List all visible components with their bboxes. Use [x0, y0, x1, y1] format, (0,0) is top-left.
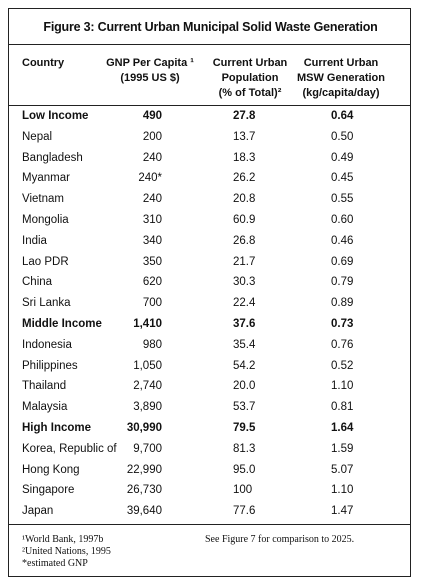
- cell: 0.64: [331, 110, 354, 122]
- cell: 0.89: [331, 297, 354, 310]
- cell: 490: [142, 110, 162, 122]
- row-label: Japan: [22, 505, 54, 518]
- row-label: Nepal: [22, 130, 53, 143]
- cell: 0.79: [331, 276, 354, 289]
- title-rule: [8, 44, 411, 45]
- footnote: ¹World Bank, 1997b: [22, 534, 104, 545]
- cell: 350: [142, 255, 162, 268]
- cell: 5.07: [331, 463, 354, 476]
- column-header: Current Urban: [303, 57, 379, 69]
- cell: 0.49: [331, 151, 354, 164]
- cell: 240: [142, 193, 162, 206]
- cell: 13.7: [233, 130, 256, 143]
- row-label: Lao PDR: [22, 255, 69, 268]
- row-label: Middle Income: [22, 318, 102, 330]
- cell: 0.55: [331, 193, 354, 206]
- cell: 27.8: [233, 110, 256, 122]
- cell: 30,990: [126, 422, 162, 434]
- row-label: Thailand: [22, 380, 67, 393]
- cell: 1.10: [331, 484, 354, 497]
- row-label: High Income: [22, 422, 92, 434]
- cell: 30.3: [233, 276, 256, 289]
- cell: 1.59: [331, 442, 354, 455]
- cell: 0.45: [331, 172, 354, 185]
- cell: 0.81: [331, 401, 354, 414]
- column-header: Current Urban: [212, 57, 288, 69]
- column-header: GNP Per Capita ¹: [106, 57, 194, 69]
- cell: 26,730: [126, 484, 162, 497]
- cell: 60.9: [233, 214, 256, 226]
- cell: 35.4: [233, 338, 256, 351]
- cell: 620: [142, 276, 162, 289]
- cell: 22.4: [233, 297, 256, 310]
- row-label: Low Income: [22, 110, 89, 122]
- note: See Figure 7 for comparison to 2025.: [205, 534, 355, 545]
- cell: 0.73: [331, 318, 354, 330]
- row-label: Indonesia: [22, 338, 72, 351]
- cell: 77.6: [233, 505, 256, 518]
- cell: 21.7: [233, 255, 256, 268]
- cell: 0.50: [331, 130, 354, 143]
- cell: 1,410: [133, 318, 162, 330]
- cell: 980: [142, 338, 162, 351]
- cell: 20.0: [233, 380, 256, 393]
- row-label: Mongolia: [22, 214, 69, 226]
- cell: 81.3: [233, 442, 256, 455]
- column-header: (1995 US $): [120, 72, 180, 84]
- cell: 1,050: [133, 359, 162, 372]
- footnote: *estimated GNP: [22, 558, 88, 569]
- cell: 3,890: [133, 401, 162, 414]
- row-label: Hong Kong: [22, 463, 80, 476]
- row-label: Philippines: [22, 359, 78, 372]
- table-frame: [8, 8, 411, 577]
- cell: 0.76: [331, 338, 354, 351]
- cell: 340: [142, 234, 162, 247]
- footnote: ²United Nations, 1995: [22, 546, 111, 557]
- row-label: Bangladesh: [22, 151, 83, 164]
- column-header: (kg/capita/day): [302, 87, 380, 99]
- cell: 1.64: [331, 422, 354, 434]
- cell: 310: [142, 214, 162, 226]
- cell: 1.47: [331, 505, 354, 518]
- cell: 26.8: [233, 234, 256, 247]
- column-header: Population: [221, 72, 279, 84]
- cell: 1.10: [331, 380, 354, 393]
- cell: 9,700: [133, 442, 162, 455]
- row-label: Malaysia: [22, 401, 68, 414]
- column-header: Country: [22, 57, 65, 69]
- cell: 100: [233, 484, 253, 497]
- header-rule: [8, 105, 411, 106]
- cell: 0.52: [331, 359, 354, 372]
- cell: 240: [142, 151, 162, 164]
- cell: 26.2: [233, 172, 256, 185]
- title: Figure 3: Current Urban Municipal Solid …: [43, 20, 378, 34]
- cell: 95.0: [233, 463, 256, 476]
- row-label: Myanmar: [22, 172, 70, 185]
- cell: 39,640: [126, 505, 162, 518]
- cell: 20.8: [233, 193, 256, 206]
- cell: 18.3: [233, 151, 256, 164]
- cell: 79.5: [233, 422, 256, 434]
- row-label: China: [22, 276, 53, 289]
- footer-rule: [8, 524, 411, 525]
- cell: 240*: [138, 172, 162, 185]
- row-label: Singapore: [22, 484, 75, 497]
- cell: 0.46: [331, 234, 354, 247]
- row-label: India: [22, 234, 47, 247]
- column-header: MSW Generation: [296, 72, 386, 84]
- cell: 0.69: [331, 255, 354, 268]
- cell: 2,740: [133, 380, 162, 393]
- cell: 700: [142, 297, 162, 310]
- cell: 22,990: [126, 463, 162, 476]
- row-label: Sri Lanka: [22, 297, 71, 310]
- column-header: (% of Total)²: [218, 87, 282, 99]
- cell: 37.6: [233, 318, 256, 330]
- row-label: Korea, Republic of: [22, 442, 117, 455]
- cell: 0.60: [331, 214, 354, 226]
- cell: 200: [142, 130, 162, 143]
- row-label: Vietnam: [22, 193, 64, 206]
- cell: 54.2: [233, 359, 256, 372]
- cell: 53.7: [233, 401, 256, 414]
